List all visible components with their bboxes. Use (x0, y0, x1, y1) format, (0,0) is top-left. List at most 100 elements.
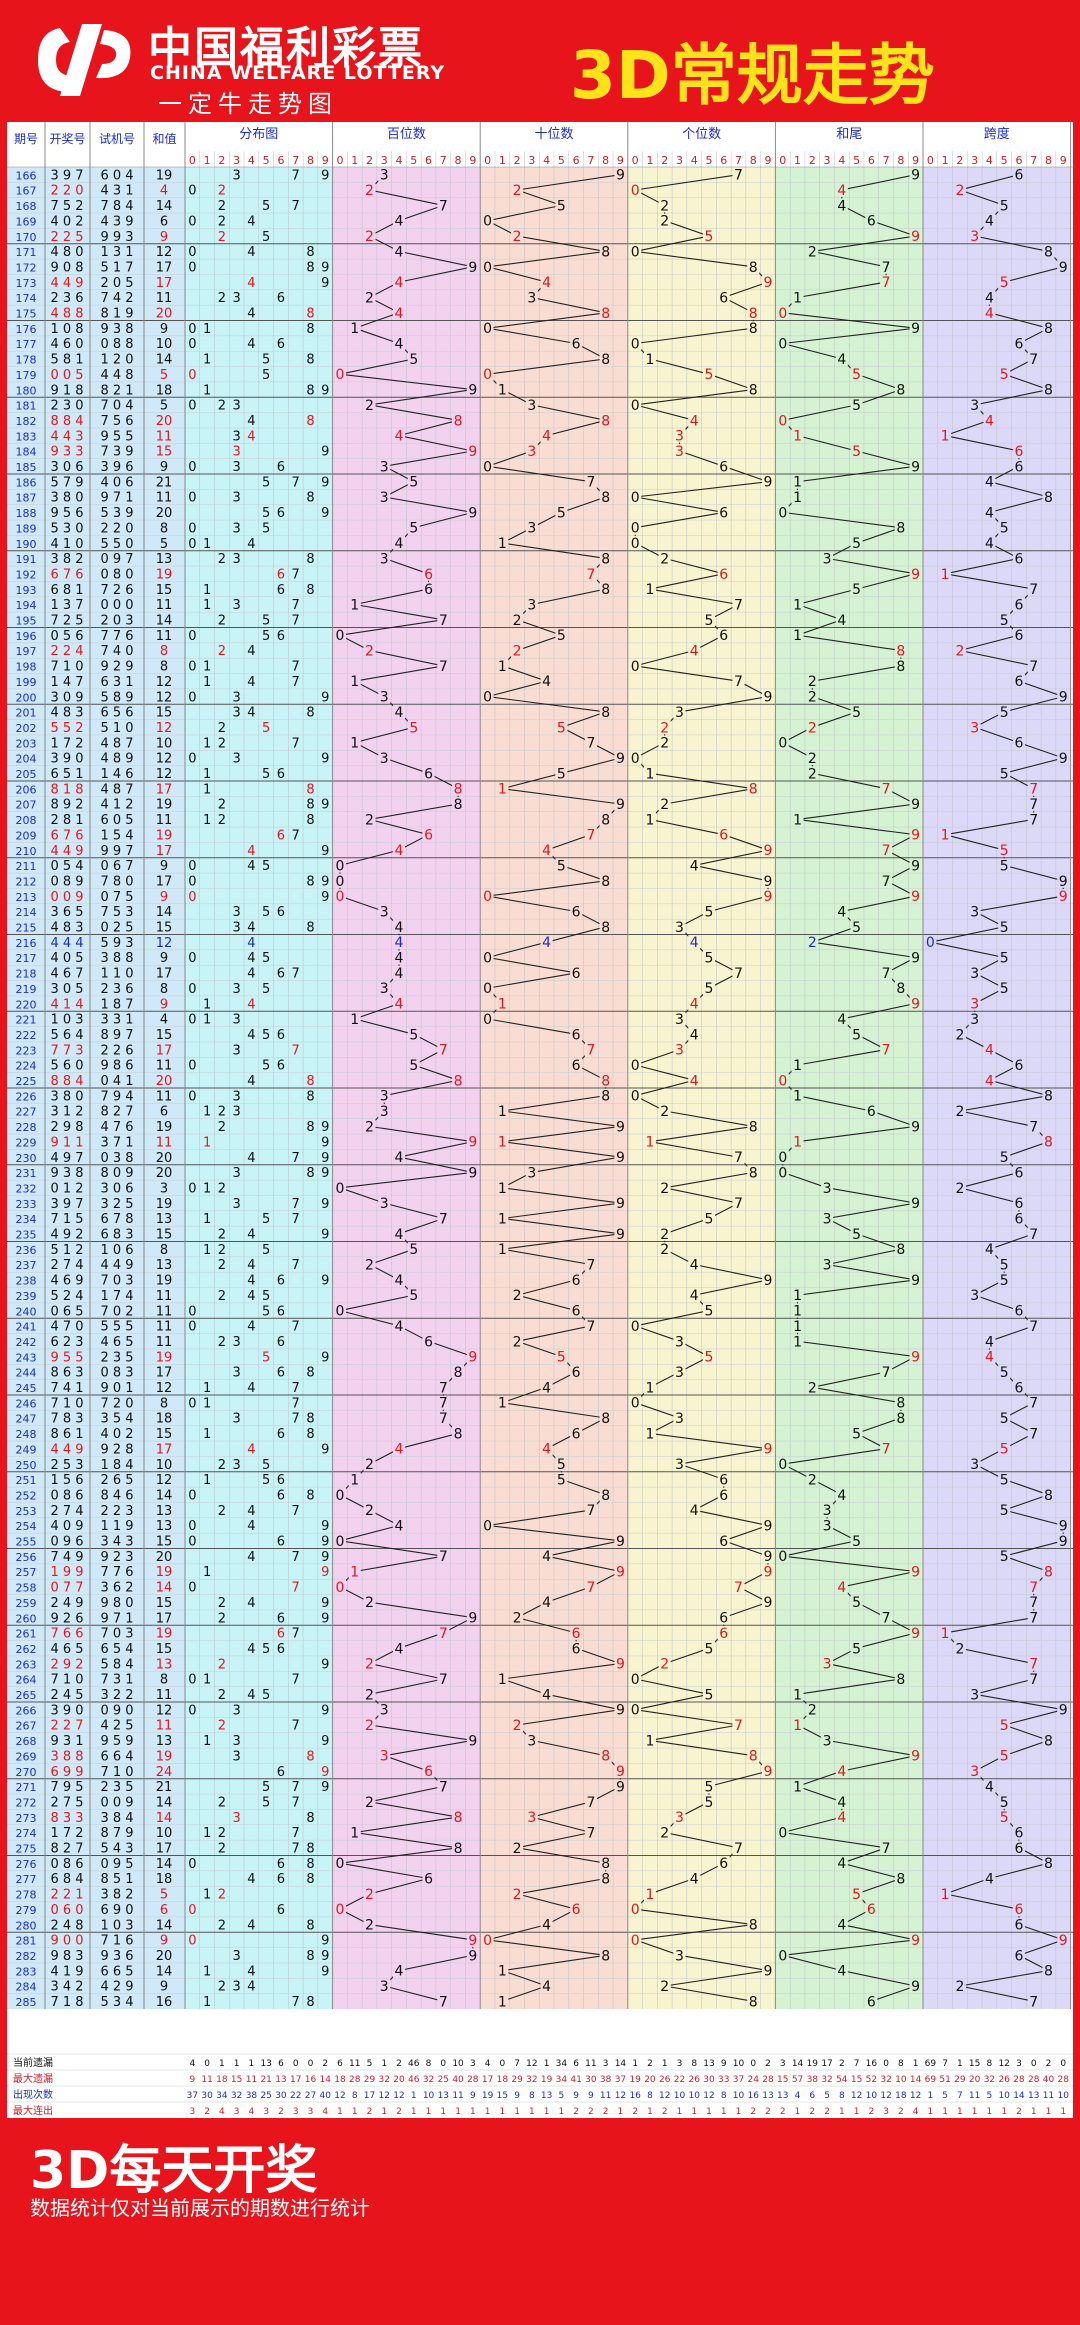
trend-point-hewei: 9 (911, 889, 920, 905)
issue-number: 248 (16, 1428, 37, 1441)
trend-point-bg (865, 1902, 878, 1917)
stats-value-bai: 8 (352, 2091, 358, 2101)
trend-point-bg (584, 735, 597, 750)
dist-mark: 2 (218, 1918, 226, 1933)
trend-point-bai: 1 (350, 1565, 359, 1581)
trend-point-bai: 3 (380, 1104, 389, 1120)
dist-mark: 9 (321, 1151, 329, 1166)
trend-point-hewei: 0 (778, 1825, 787, 1841)
dist-mark: 1 (203, 383, 211, 398)
trend-point-bg (584, 1503, 597, 1518)
draw-number: 2 2 0 (50, 184, 83, 199)
trend-point-hewei: 5 (852, 920, 861, 936)
trial-number: 8 4 6 (100, 1488, 133, 1503)
trend-point-ge: 7 (734, 966, 743, 982)
stats-value-shi: 5 (559, 2091, 565, 2101)
trend-point-bai: 7 (439, 1411, 448, 1427)
trend-point-bg (555, 628, 568, 643)
trend-point-bg (378, 1748, 391, 1763)
trend-point-bg (363, 1794, 376, 1809)
dist-mark: 3 (233, 1703, 241, 1718)
trend-point-bg (481, 1011, 494, 1026)
trend-point-bg (732, 1718, 745, 1733)
trend-point-bg (333, 367, 346, 382)
trend-point-bg (599, 244, 612, 259)
issue-number: 214 (16, 906, 37, 919)
trend-point-hewei: 4 (837, 352, 846, 368)
trend-point-bai: 7 (439, 1549, 448, 1565)
trend-point-shi: 0 (483, 459, 492, 475)
sum-value: 21 (156, 475, 173, 490)
trend-point-hewei: 1 (793, 290, 802, 306)
issue-number: 182 (16, 415, 37, 428)
trend-point-bg (1027, 582, 1040, 597)
trend-point-bai: 4 (395, 1150, 404, 1166)
trend-point-shi: 4 (542, 1549, 551, 1565)
trend-point-bai: 2 (365, 229, 374, 245)
trend-point-bg (1042, 321, 1055, 336)
draw-number: 4 1 0 (50, 537, 83, 552)
dist-mark: 3 (233, 921, 241, 936)
trend-point-bg (496, 781, 509, 796)
dist-mark: 1 (203, 1013, 211, 1028)
trial-number: 2 0 5 (100, 276, 133, 291)
trend-point-bai: 0 (336, 1488, 345, 1504)
trend-point-bg (835, 183, 848, 198)
trial-number: 4 4 9 (100, 1258, 133, 1273)
draw-number: 4 8 8 (50, 307, 83, 322)
trend-point-hewei: 7 (882, 966, 891, 982)
trend-point-kuadu: 4 (985, 290, 994, 306)
trend-point-shi: 0 (483, 889, 492, 905)
trend-point-bg (378, 1104, 391, 1119)
trend-point-shi: 5 (557, 720, 566, 736)
sum-value: 17 (156, 1366, 173, 1381)
stats-value-ge: 12 (659, 2091, 670, 2101)
trend-point-bg (909, 1196, 922, 1211)
stats-value-dist: 2 (204, 2107, 210, 2117)
dist-mark: 9 (321, 890, 329, 905)
trend-point-bg (496, 1180, 509, 1195)
trend-point-kuadu: 6 (1014, 736, 1023, 752)
trend-point-bg (481, 459, 494, 474)
sum-value: 17 (156, 260, 173, 275)
trend-point-ge: 6 (719, 1472, 728, 1488)
trend-point-shi: 4 (542, 1442, 551, 1458)
stats-value-bai: 18 (334, 2075, 346, 2085)
trend-point-bg (983, 290, 996, 305)
trend-point-shi: 9 (616, 1227, 625, 1243)
sum-value: 10 (156, 1826, 173, 1841)
issue-number: 213 (16, 891, 37, 904)
trend-point-bg (983, 1779, 996, 1794)
trial-number: 2 3 6 (100, 982, 133, 997)
trend-point-shi: 5 (557, 766, 566, 782)
draw-number: 4 4 9 (50, 276, 83, 291)
trend-point-bai: 2 (365, 644, 374, 660)
trend-point-shi: 9 (616, 1703, 625, 1719)
trend-point-bg (998, 1718, 1011, 1733)
trend-point-bg (762, 1272, 775, 1287)
trial-number: 7 5 3 (100, 905, 133, 920)
trend-point-bg (393, 950, 406, 965)
trend-point-bai: 0 (336, 858, 345, 874)
trend-point-shi: 0 (483, 260, 492, 276)
digit-header: 9 (1060, 154, 1067, 167)
trend-point-bg (452, 1073, 465, 1088)
dist-mark: 6 (277, 1059, 285, 1074)
trend-point-shi: 7 (586, 1795, 595, 1811)
trend-point-shi: 8 (601, 352, 610, 368)
stats-value-hewei: 0 (883, 2059, 889, 2069)
draw-number: 3 4 2 (50, 1980, 83, 1995)
dist-mark: 2 (218, 1120, 226, 1135)
trend-point-bg (643, 1886, 656, 1901)
trend-point-ge: 2 (660, 797, 669, 813)
digit-header: 6 (277, 154, 284, 167)
trend-point-bg (894, 1242, 907, 1257)
dist-mark: 1 (203, 583, 211, 598)
trend-point-bg (909, 1748, 922, 1763)
trend-point-ge: 5 (705, 1641, 714, 1657)
stats-value-kuadu: 1 (1031, 2107, 1037, 2117)
trend-point-bai: 8 (454, 1365, 463, 1381)
trend-point-ge: 5 (705, 904, 714, 920)
trend-point-kuadu: 0 (926, 935, 935, 951)
sum-value: 11 (156, 1719, 173, 1734)
